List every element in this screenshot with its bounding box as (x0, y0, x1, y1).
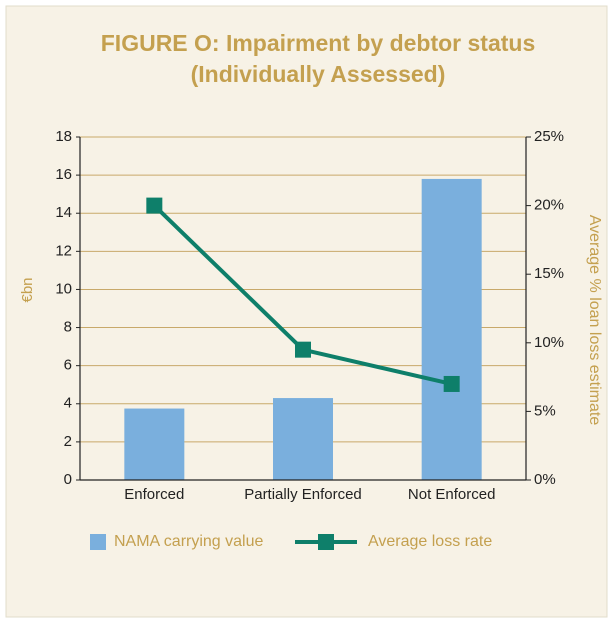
x-tick-label: Not Enforced (408, 486, 496, 503)
y-tick-label: 16 (55, 166, 72, 183)
y-tick-label: 8 (64, 319, 72, 336)
y-tick-label: 18 (55, 128, 72, 145)
bar (124, 408, 185, 480)
y-tick-label: 2 (64, 433, 72, 450)
chart-title: FIGURE O: Impairment by debtor status (101, 30, 536, 56)
bar (273, 398, 333, 480)
marker (443, 375, 460, 392)
y2-tick-label: 20% (534, 197, 564, 214)
background (5, 5, 608, 618)
y2-tick-label: 0% (534, 471, 556, 488)
y2-tick-label: 15% (534, 265, 564, 282)
y-tick-label: 0 (64, 471, 72, 488)
marker (146, 197, 163, 214)
chart-title: (Individually Assessed) (191, 61, 446, 87)
y2-axis-label: Average % loan loss estimate (586, 215, 603, 426)
y-tick-label: 12 (55, 242, 72, 259)
y-tick-label: 4 (64, 395, 72, 412)
y-axis-label: €bn (19, 277, 36, 302)
legend-swatch (90, 534, 106, 550)
legend-swatch (318, 534, 334, 550)
marker (295, 341, 311, 358)
legend-label: NAMA carrying value (114, 533, 263, 550)
y-tick-label: 10 (55, 280, 72, 297)
legend-label: Average loss rate (368, 533, 492, 550)
bar (421, 178, 482, 480)
y-tick-label: 6 (64, 357, 72, 374)
y2-tick-label: 10% (534, 334, 564, 351)
y2-tick-label: 5% (534, 402, 556, 419)
y-tick-label: 14 (55, 204, 72, 221)
y2-tick-label: 25% (534, 128, 564, 145)
x-tick-label: Enforced (124, 486, 184, 503)
x-tick-label: Partially Enforced (244, 486, 362, 503)
